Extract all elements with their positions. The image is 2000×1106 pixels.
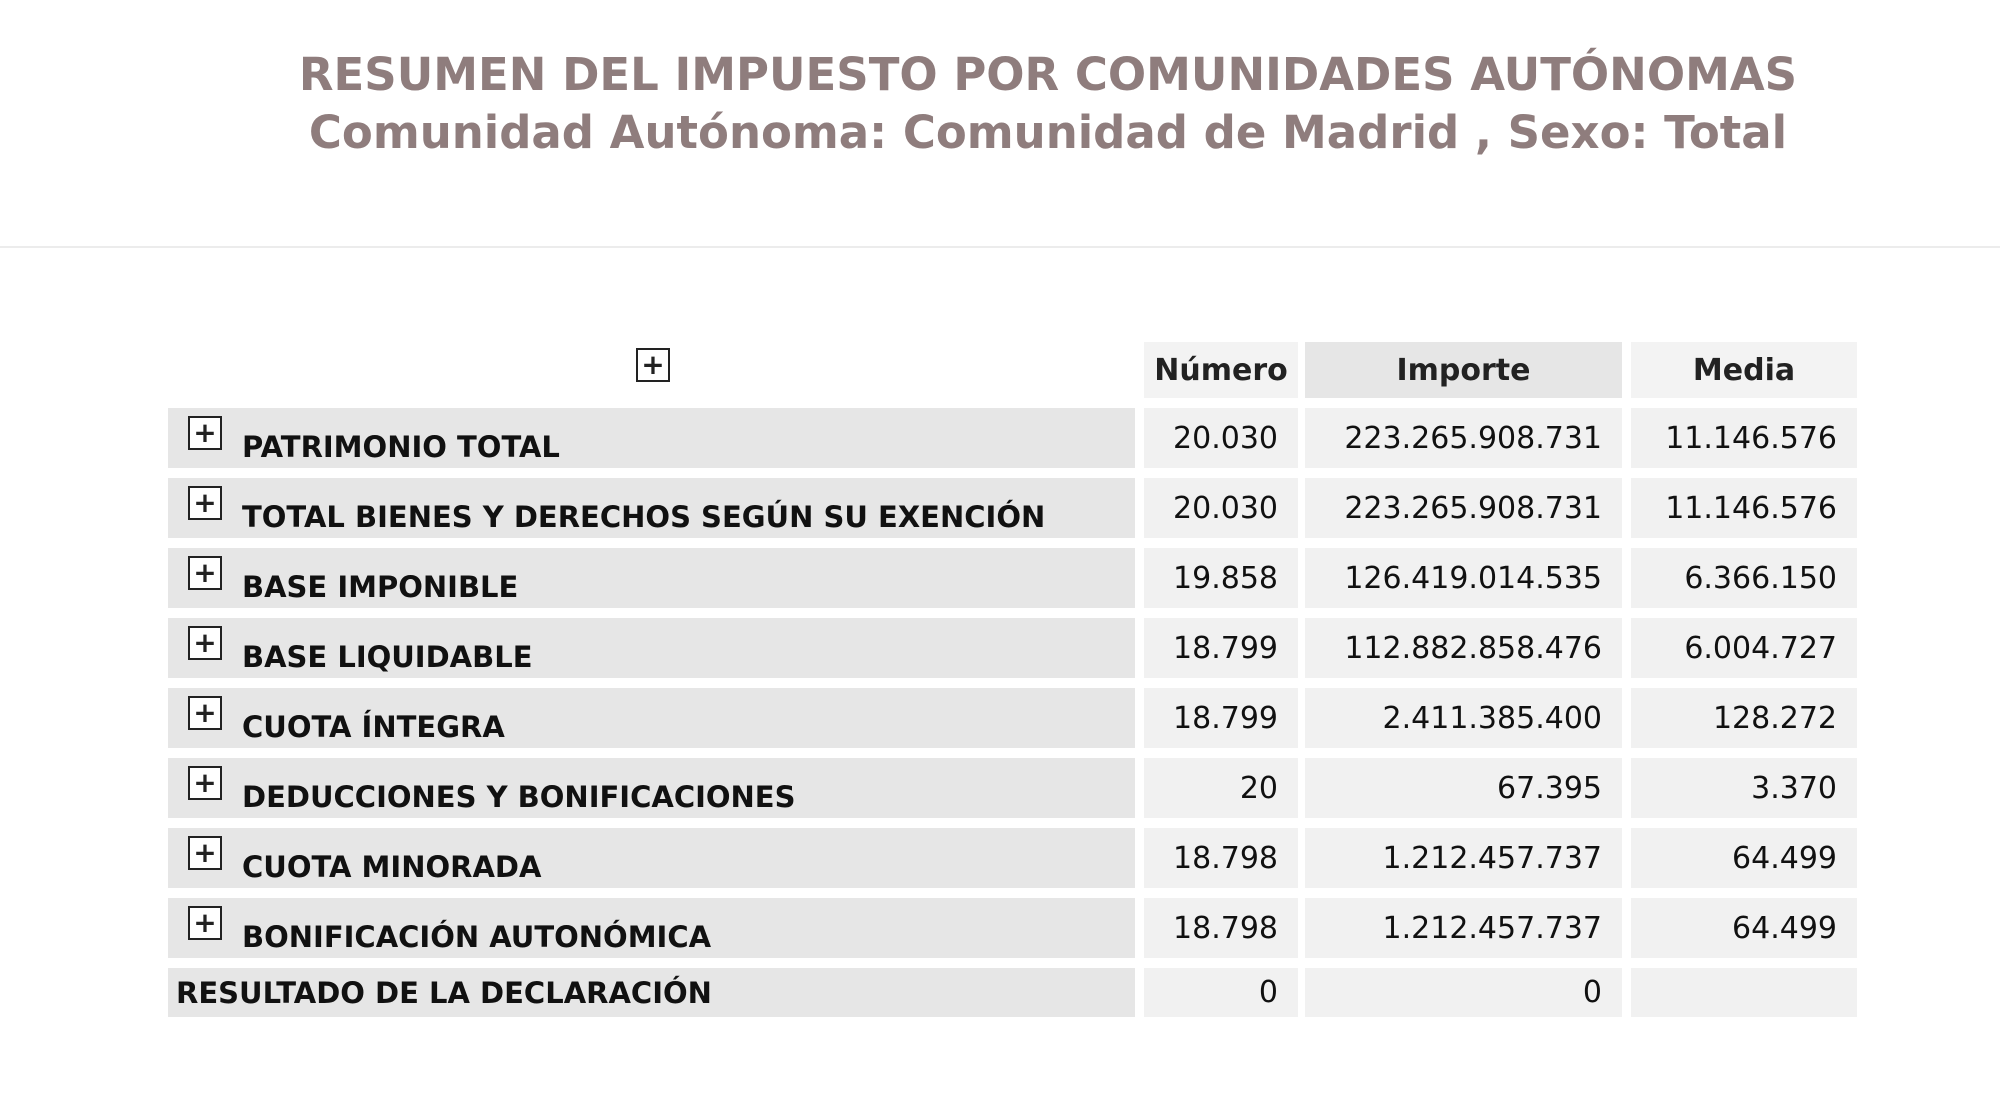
- row-label[interactable]: + BASE LIQUIDABLE: [168, 618, 1135, 678]
- row-label-text: CUOTA ÍNTEGRA: [242, 710, 505, 744]
- cell-media: 3.370: [1631, 758, 1857, 818]
- cell-importe: 1.212.457.737: [1305, 898, 1622, 958]
- page-subtitle: Comunidad Autónoma: Comunidad de Madrid …: [308, 106, 1788, 159]
- cell-media: 6.004.727: [1631, 618, 1857, 678]
- column-header-importe[interactable]: Importe: [1305, 342, 1622, 398]
- row-label: RESULTADO DE LA DECLARACIÓN: [168, 968, 1135, 1017]
- row-label-text: BONIFICACIÓN AUTONÓMICA: [242, 920, 712, 954]
- expand-row-icon[interactable]: +: [188, 766, 222, 800]
- expand-row-icon[interactable]: +: [188, 556, 222, 590]
- row-label-text: BASE IMPONIBLE: [242, 570, 519, 604]
- page-title: RESUMEN DEL IMPUESTO POR COMUNIDADES AUT…: [298, 48, 1798, 101]
- divider: [0, 246, 2000, 248]
- expand-row-icon[interactable]: +: [188, 836, 222, 870]
- cell-numero: 20.030: [1144, 478, 1298, 538]
- cell-media: 64.499: [1631, 828, 1857, 888]
- cell-numero: 20.030: [1144, 408, 1298, 468]
- cell-importe: 223.265.908.731: [1305, 478, 1622, 538]
- column-header-numero[interactable]: Número: [1144, 342, 1298, 398]
- cell-numero: 20: [1144, 758, 1298, 818]
- cell-numero: 18.798: [1144, 898, 1298, 958]
- cell-media: 6.366.150: [1631, 548, 1857, 608]
- expand-row-icon[interactable]: +: [188, 486, 222, 520]
- cell-importe: 223.265.908.731: [1305, 408, 1622, 468]
- row-label-text: TOTAL BIENES Y DERECHOS SEGÚN SU EXENCIÓ…: [242, 500, 1046, 534]
- row-label[interactable]: + BASE IMPONIBLE: [168, 548, 1135, 608]
- row-label[interactable]: + TOTAL BIENES Y DERECHOS SEGÚN SU EXENCI…: [168, 478, 1135, 538]
- cell-media: [1631, 968, 1857, 1017]
- expand-row-icon[interactable]: +: [188, 416, 222, 450]
- cell-media: 11.146.576: [1631, 478, 1857, 538]
- expand-all-icon[interactable]: +: [636, 348, 670, 382]
- row-label-text: DEDUCCIONES Y BONIFICACIONES: [242, 780, 796, 814]
- cell-numero: 18.799: [1144, 688, 1298, 748]
- expand-row-icon[interactable]: +: [188, 696, 222, 730]
- cell-importe: 0: [1305, 968, 1622, 1017]
- row-label-text: CUOTA MINORADA: [242, 850, 542, 884]
- cell-importe: 67.395: [1305, 758, 1622, 818]
- row-label-text: PATRIMONIO TOTAL: [242, 430, 560, 464]
- cell-importe: 112.882.858.476: [1305, 618, 1622, 678]
- row-label[interactable]: + CUOTA MINORADA: [168, 828, 1135, 888]
- row-label[interactable]: + BONIFICACIÓN AUTONÓMICA: [168, 898, 1135, 958]
- column-header-media[interactable]: Media: [1631, 342, 1857, 398]
- cell-importe: 2.411.385.400: [1305, 688, 1622, 748]
- cell-media: 11.146.576: [1631, 408, 1857, 468]
- cell-media: 128.272: [1631, 688, 1857, 748]
- row-label-text: RESULTADO DE LA DECLARACIÓN: [176, 975, 712, 1010]
- row-label[interactable]: + PATRIMONIO TOTAL: [168, 408, 1135, 468]
- cell-numero: 18.798: [1144, 828, 1298, 888]
- expand-row-icon[interactable]: +: [188, 626, 222, 660]
- cell-importe: 126.419.014.535: [1305, 548, 1622, 608]
- cell-media: 64.499: [1631, 898, 1857, 958]
- expand-row-icon[interactable]: +: [188, 906, 222, 940]
- row-label[interactable]: + CUOTA ÍNTEGRA: [168, 688, 1135, 748]
- cell-numero: 18.799: [1144, 618, 1298, 678]
- cell-numero: 19.858: [1144, 548, 1298, 608]
- cell-numero: 0: [1144, 968, 1298, 1017]
- row-label[interactable]: + DEDUCCIONES Y BONIFICACIONES: [168, 758, 1135, 818]
- row-label-text: BASE LIQUIDABLE: [242, 640, 533, 674]
- cell-importe: 1.212.457.737: [1305, 828, 1622, 888]
